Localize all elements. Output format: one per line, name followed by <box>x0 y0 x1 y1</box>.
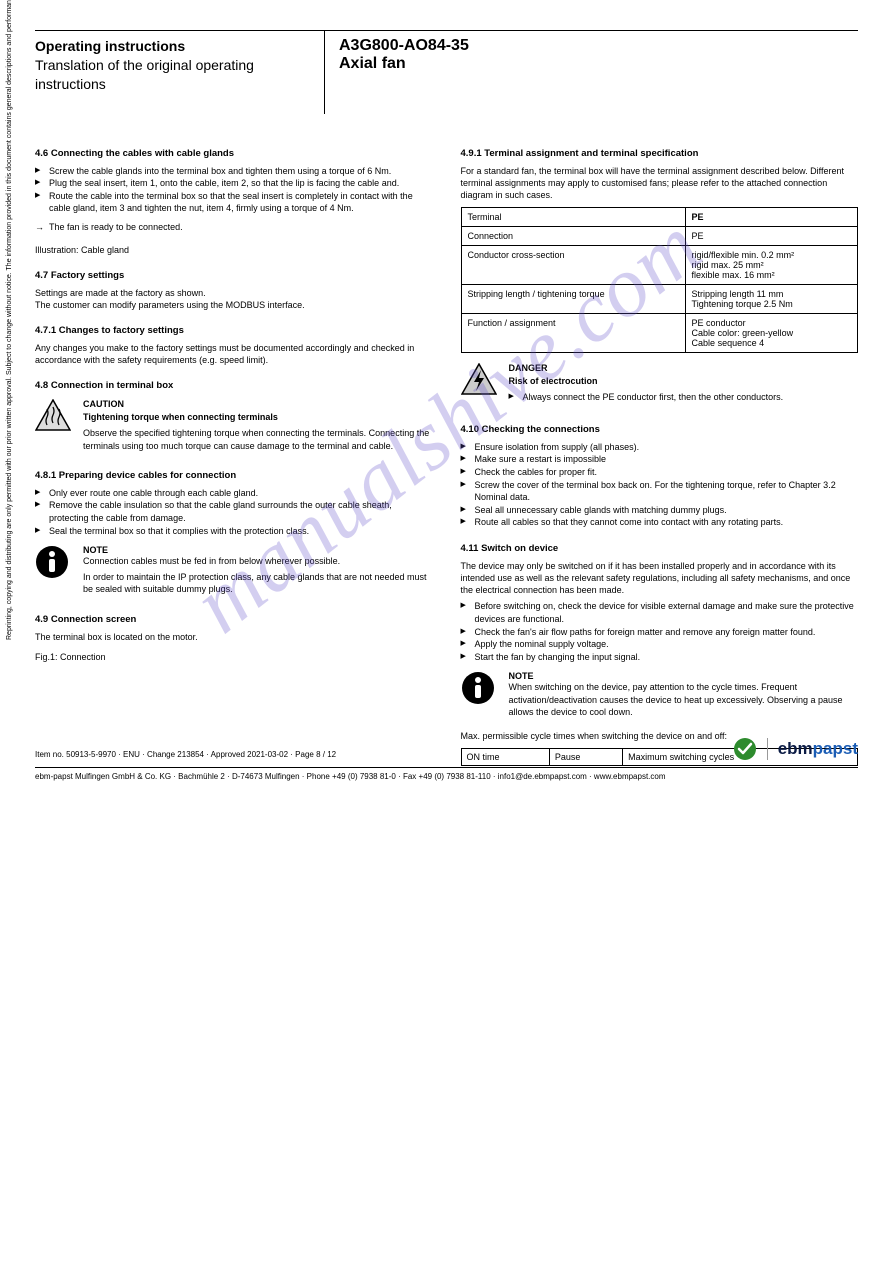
table-row: Conductor cross-section rigid/flexible m… <box>461 246 858 285</box>
result-item: The fan is ready to be connected. <box>35 221 433 234</box>
rotated-disclaimer: Reprinting, copying and distributing are… <box>6 0 13 640</box>
green-badge-icon <box>733 737 757 761</box>
table-row: Stripping length / tightening torque Str… <box>461 285 858 314</box>
note-head: NOTE <box>83 545 433 555</box>
list-item: Check the fan's air flow paths for forei… <box>461 626 859 639</box>
note-text-2: NOTE When switching on the device, pay a… <box>509 671 859 721</box>
section-4-8-1-list: Only ever route one cable through each c… <box>35 487 433 537</box>
list-item: Plug the seal insert, item 1, onto the c… <box>35 177 433 190</box>
table-cell: PE conductor Cable color: green-yellow C… <box>685 314 857 353</box>
header-left: Operating instructions Translation of th… <box>35 31 325 114</box>
list-item: Screw the cable glands into the terminal… <box>35 165 433 178</box>
table-cell: PE <box>685 227 857 246</box>
page-header: Operating instructions Translation of th… <box>35 30 858 114</box>
figure-caption: Illustration: Cable gland <box>35 244 433 256</box>
list-item: Apply the nominal supply voltage. <box>461 638 859 651</box>
product-type: Axial fan <box>339 55 858 73</box>
table-row: Terminal PE <box>461 208 858 227</box>
list-item: Always connect the PE conductor first, t… <box>509 391 859 404</box>
right-column: 4.9.1 Terminal assignment and terminal s… <box>461 134 859 776</box>
electric-shock-icon <box>461 363 501 410</box>
table-cell: Stripping length 11 mm Tightening torque… <box>685 285 857 314</box>
header-subtitle: Translation of the original operating in… <box>35 56 314 94</box>
note-block: NOTE Connection cables must be fed in fr… <box>35 545 433 599</box>
product-code: A3G800-AO84-35 <box>339 37 858 55</box>
table-row: Connection PE <box>461 227 858 246</box>
table-cell: Connection <box>461 227 685 246</box>
section-4-9-text: The terminal box is located on the motor… <box>35 631 433 643</box>
section-4-9-1-title: 4.9.1 Terminal assignment and terminal s… <box>461 148 859 159</box>
list-item: Start the fan by changing the input sign… <box>461 651 859 664</box>
list-item: Seal the terminal box so that it complie… <box>35 525 433 538</box>
table-cell: rigid/flexible min. 0.2 mm² rigid max. 2… <box>685 246 857 285</box>
table-cell: Function / assignment <box>461 314 685 353</box>
hot-surface-icon <box>35 399 75 455</box>
danger-subhead: Risk of electrocution <box>509 375 859 387</box>
section-4-9-1-text: For a standard fan, the terminal box wil… <box>461 165 859 201</box>
danger-text: DANGER Risk of electrocution Always conn… <box>509 363 859 410</box>
section-4-7-1-text: Any changes you make to the factory sett… <box>35 342 433 366</box>
page-footer: Item no. 50913-5-9970 · ENU · Change 213… <box>35 737 858 782</box>
section-4-6-title: 4.6 Connecting the cables with cable gla… <box>35 148 433 159</box>
table-cell: Stripping length / tightening torque <box>461 285 685 314</box>
table-cell: Terminal <box>461 208 685 227</box>
caution-block: CAUTION Tightening torque when connectin… <box>35 399 433 455</box>
section-4-11-list: Before switching on, check the device fo… <box>461 600 859 663</box>
info-icon <box>35 545 75 599</box>
left-column: 4.6 Connecting the cables with cable gla… <box>35 134 433 776</box>
footer-top: Item no. 50913-5-9970 · ENU · Change 213… <box>35 737 858 761</box>
section-4-8-title: 4.8 Connection in terminal box <box>35 380 433 391</box>
section-4-11-text: The device may only be switched on if it… <box>461 560 859 596</box>
caution-head: CAUTION <box>83 399 433 409</box>
table-cell: Conductor cross-section <box>461 246 685 285</box>
list-item: Check the cables for proper fit. <box>461 466 859 479</box>
section-4-10-list: Ensure isolation from supply (all phases… <box>461 441 859 529</box>
footer-address: ebm-papst Mulfingen GmbH & Co. KG · Bach… <box>35 772 858 782</box>
section-4-10-title: 4.10 Checking the connections <box>461 424 859 435</box>
note-text: NOTE Connection cables must be fed in fr… <box>83 545 433 599</box>
figure-caption-2: Fig.1: Connection <box>35 651 433 663</box>
caution-subhead: Tightening torque when connecting termin… <box>83 411 433 423</box>
list-item: Route the cable into the terminal box so… <box>35 190 433 215</box>
table-row: Function / assignment PE conductor Cable… <box>461 314 858 353</box>
page-root: Operating instructions Translation of th… <box>0 0 893 816</box>
list-item: Before switching on, check the device fo… <box>461 600 859 625</box>
terminal-table: Terminal PE Connection PE Conductor cros… <box>461 207 859 353</box>
list-item: Only ever route one cable through each c… <box>35 487 433 500</box>
logo-divider <box>767 738 768 760</box>
note-body-2: When switching on the device, pay attent… <box>509 681 859 717</box>
ebmpapst-logo: ebmpapst <box>778 738 858 760</box>
footer-item-no: Item no. 50913-5-9970 · ENU · Change 213… <box>35 750 336 760</box>
section-4-7-1-title: 4.7.1 Changes to factory settings <box>35 325 433 336</box>
note-head-2: NOTE <box>509 671 859 681</box>
header-title: Operating instructions <box>35 37 314 56</box>
danger-list: Always connect the PE conductor first, t… <box>509 391 859 404</box>
danger-head: DANGER <box>509 363 859 373</box>
caution-body: Observe the specified tightening torque … <box>83 427 433 451</box>
danger-block: DANGER Risk of electrocution Always conn… <box>461 363 859 410</box>
section-4-8-1-title: 4.8.1 Preparing device cables for connec… <box>35 470 433 481</box>
section-4-9-title: 4.9 Connection screen <box>35 614 433 625</box>
section-4-11-title: 4.11 Switch on device <box>461 543 859 554</box>
list-item: Remove the cable insulation so that the … <box>35 499 433 524</box>
section-4-7-title: 4.7 Factory settings <box>35 270 433 281</box>
logo-row: ebmpapst <box>733 737 858 761</box>
list-item: Route all cables so that they cannot com… <box>461 516 859 529</box>
list-item: Seal all unnecessary cable glands with m… <box>461 504 859 517</box>
section-4-7-text: Settings are made at the factory as show… <box>35 287 433 311</box>
list-item: Screw the cover of the terminal box back… <box>461 479 859 504</box>
info-icon <box>461 671 501 721</box>
list-item: Make sure a restart is impossible <box>461 453 859 466</box>
note-p1: Connection cables must be fed in from be… <box>83 555 433 567</box>
note-p2: In order to maintain the IP protection c… <box>83 571 433 595</box>
note-block-2: NOTE When switching on the device, pay a… <box>461 671 859 721</box>
section-4-6-list: Screw the cable glands into the terminal… <box>35 165 433 215</box>
footer-rule <box>35 767 858 768</box>
list-item: Ensure isolation from supply (all phases… <box>461 441 859 454</box>
content-columns: 4.6 Connecting the cables with cable gla… <box>35 134 858 776</box>
header-right: A3G800-AO84-35 Axial fan <box>325 31 858 114</box>
table-cell: PE <box>685 208 857 227</box>
caution-text: CAUTION Tightening torque when connectin… <box>83 399 433 455</box>
